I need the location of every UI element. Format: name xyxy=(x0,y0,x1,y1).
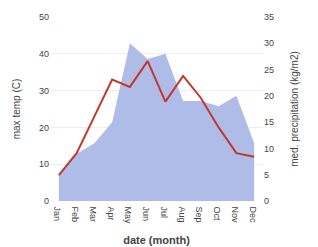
svg-text:med. precipitation (kg/m2): med. precipitation (kg/m2) xyxy=(289,51,300,167)
svg-text:40: 40 xyxy=(39,49,49,59)
svg-text:Apr: Apr xyxy=(106,207,116,221)
svg-text:0: 0 xyxy=(44,196,49,206)
svg-text:20: 20 xyxy=(264,91,274,101)
svg-text:Dec: Dec xyxy=(248,207,258,224)
svg-text:Nov: Nov xyxy=(230,207,240,224)
svg-text:Aug: Aug xyxy=(177,207,187,223)
svg-text:Jul: Jul xyxy=(159,207,169,219)
svg-text:Oct: Oct xyxy=(212,207,222,222)
svg-text:5: 5 xyxy=(264,170,269,180)
svg-text:0: 0 xyxy=(264,196,269,206)
svg-text:50: 50 xyxy=(39,12,49,22)
svg-text:20: 20 xyxy=(39,123,49,133)
svg-text:May: May xyxy=(123,207,133,225)
svg-text:10: 10 xyxy=(264,144,274,154)
svg-text:Mar: Mar xyxy=(88,207,98,223)
svg-text:Feb: Feb xyxy=(70,207,80,223)
svg-text:30: 30 xyxy=(264,38,274,48)
svg-text:max temp (C): max temp (C) xyxy=(11,79,22,140)
svg-text:Jun: Jun xyxy=(141,207,151,222)
svg-text:Sep: Sep xyxy=(194,207,204,223)
svg-text:date (month): date (month) xyxy=(123,234,190,246)
svg-text:25: 25 xyxy=(264,65,274,75)
svg-text:30: 30 xyxy=(39,86,49,96)
svg-text:10: 10 xyxy=(39,159,49,169)
svg-text:35: 35 xyxy=(264,12,274,22)
svg-text:15: 15 xyxy=(264,117,274,127)
svg-text:Jan: Jan xyxy=(52,207,62,222)
